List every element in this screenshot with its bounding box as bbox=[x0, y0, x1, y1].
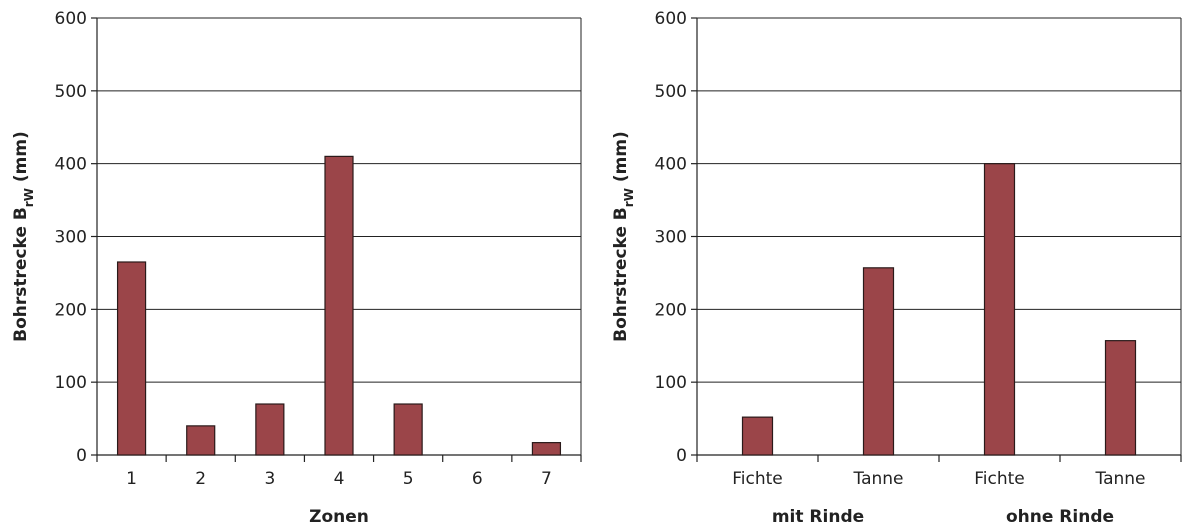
x-tick-label: 6 bbox=[472, 469, 483, 489]
y-tick-label: 200 bbox=[55, 300, 87, 320]
x-tick-label: Tanne bbox=[853, 469, 904, 489]
y-tick-label: 600 bbox=[55, 9, 87, 29]
y-tick-label: 400 bbox=[655, 155, 687, 175]
y-tick-label: 100 bbox=[55, 373, 87, 393]
y-tick-label: 300 bbox=[655, 228, 687, 248]
x-tick-label: 5 bbox=[403, 469, 414, 489]
x-tick-label: 2 bbox=[195, 469, 206, 489]
x-axis-title: Zonen bbox=[309, 507, 369, 527]
y-axis-title: Bohrstrecke BrW (mm) bbox=[611, 131, 636, 342]
x-group-label: mit Rinde bbox=[772, 507, 864, 527]
y-tick-label: 100 bbox=[655, 373, 687, 393]
x-tick-label: Tanne bbox=[1095, 469, 1146, 489]
bar bbox=[983, 163, 1016, 456]
bar bbox=[862, 267, 895, 456]
bar bbox=[324, 155, 354, 456]
y-tick-label: 200 bbox=[655, 300, 687, 320]
y-tick-label: 0 bbox=[676, 446, 687, 466]
y-tick-label: 300 bbox=[55, 228, 87, 248]
chart-right-rinde: 0 100 200 300 400 500 600 Fichte Tanne Fichte Tann… bbox=[611, 9, 1182, 527]
bar bbox=[531, 442, 562, 456]
y-tick-label: 600 bbox=[655, 9, 687, 29]
y-tick-label: 0 bbox=[76, 446, 87, 466]
chart-left-zonen: 0 100 200 300 400 500 600 1 2 3 4 5 6 7 Zonen Bohrstrec… bbox=[11, 9, 582, 527]
bar bbox=[741, 416, 774, 456]
x-tick-label: 4 bbox=[334, 469, 345, 489]
y-tick-label: 400 bbox=[55, 155, 87, 175]
y-tick-label: 500 bbox=[55, 82, 87, 102]
bar bbox=[393, 403, 423, 456]
bar bbox=[186, 425, 216, 456]
bar bbox=[1104, 340, 1137, 456]
x-group-label: ohne Rinde bbox=[1006, 507, 1114, 527]
x-tick-label: Fichte bbox=[732, 469, 783, 489]
x-tick-label: Fichte bbox=[974, 469, 1025, 489]
x-tick-label: 3 bbox=[264, 469, 275, 489]
bar bbox=[116, 261, 147, 456]
y-axis-title: Bohrstrecke BrW (mm) bbox=[11, 131, 36, 342]
y-tick-label: 500 bbox=[655, 82, 687, 102]
x-tick-label: 1 bbox=[126, 469, 137, 489]
x-tick-label: 7 bbox=[541, 469, 552, 489]
bar bbox=[255, 403, 285, 456]
